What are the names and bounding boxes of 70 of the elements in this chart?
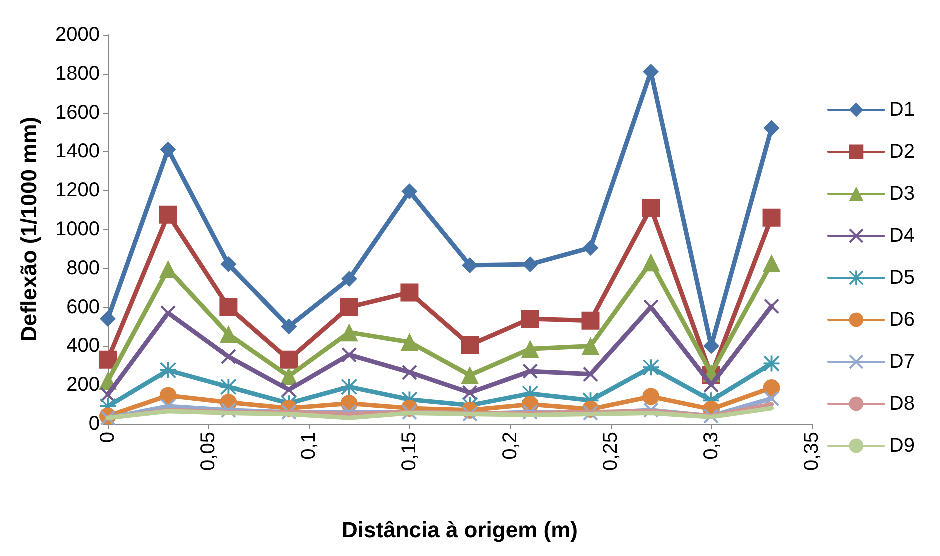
point <box>461 336 480 354</box>
y-tick-label: 1200 <box>56 180 100 202</box>
y-tick-label: 1800 <box>56 62 100 85</box>
point <box>764 298 780 314</box>
x-tick-label: 0,15 <box>398 432 421 471</box>
point <box>281 318 298 335</box>
point <box>764 120 780 136</box>
x-tick-label: 0 <box>97 432 119 444</box>
y-axis-title: Deflexão (1/1000 mm) <box>16 117 42 342</box>
y-tick-label: 800 <box>66 257 100 280</box>
point <box>762 254 781 273</box>
point <box>402 364 418 380</box>
point <box>704 378 719 393</box>
point <box>221 349 236 364</box>
point <box>642 199 660 218</box>
legend-label: D9 <box>889 435 916 457</box>
y-tick-label: 200 <box>66 374 100 396</box>
point <box>582 312 600 330</box>
point <box>522 364 538 379</box>
point <box>762 208 781 227</box>
point <box>642 254 660 272</box>
point <box>282 382 297 398</box>
point <box>341 271 358 288</box>
y-tick-label: 600 <box>66 296 100 318</box>
point <box>100 310 116 327</box>
y-tick-label: 1600 <box>56 102 100 124</box>
x-tick-label: 0,1 <box>298 432 320 460</box>
point <box>159 206 178 224</box>
point <box>160 306 176 321</box>
x-tick-label: 0,05 <box>198 432 220 471</box>
point <box>160 142 176 158</box>
y-tick-label: 0 <box>88 413 100 435</box>
point <box>99 350 117 369</box>
point <box>220 326 238 344</box>
point <box>644 300 659 315</box>
legend-label: D1 <box>889 99 916 121</box>
x-tick-label: 0,2 <box>499 432 522 460</box>
point <box>582 337 600 356</box>
x-tick-label: 0,3 <box>700 432 722 460</box>
point <box>764 391 780 406</box>
point <box>521 310 540 328</box>
point <box>280 350 298 369</box>
point <box>400 333 419 352</box>
point <box>582 240 599 256</box>
point <box>220 298 238 316</box>
point <box>340 324 358 342</box>
y-tick-label: 2000 <box>56 24 100 46</box>
point <box>521 340 540 358</box>
point <box>342 347 357 362</box>
legend-label: D5 <box>889 267 916 289</box>
point <box>402 184 418 200</box>
x-tick-label: 0,25 <box>600 432 622 471</box>
legend-label: D4 <box>889 225 916 247</box>
point <box>583 366 598 382</box>
legend-label: D6 <box>889 309 916 331</box>
point <box>340 298 358 316</box>
y-tick-label: 400 <box>66 335 100 358</box>
x-axis-title: Distância à origem (m) <box>342 518 578 542</box>
point <box>462 385 478 400</box>
y-tick-label: 1000 <box>56 218 100 240</box>
legend-label: D3 <box>889 183 916 205</box>
legend-label: D2 <box>889 141 916 163</box>
point <box>220 256 237 273</box>
y-tick-label: 1400 <box>56 140 100 163</box>
legend-label: D7 <box>889 351 916 373</box>
point <box>400 284 419 302</box>
point <box>461 366 480 384</box>
point <box>642 388 660 406</box>
x-tick-label: 0,35 <box>801 432 823 471</box>
legend-label: D8 <box>889 393 916 415</box>
